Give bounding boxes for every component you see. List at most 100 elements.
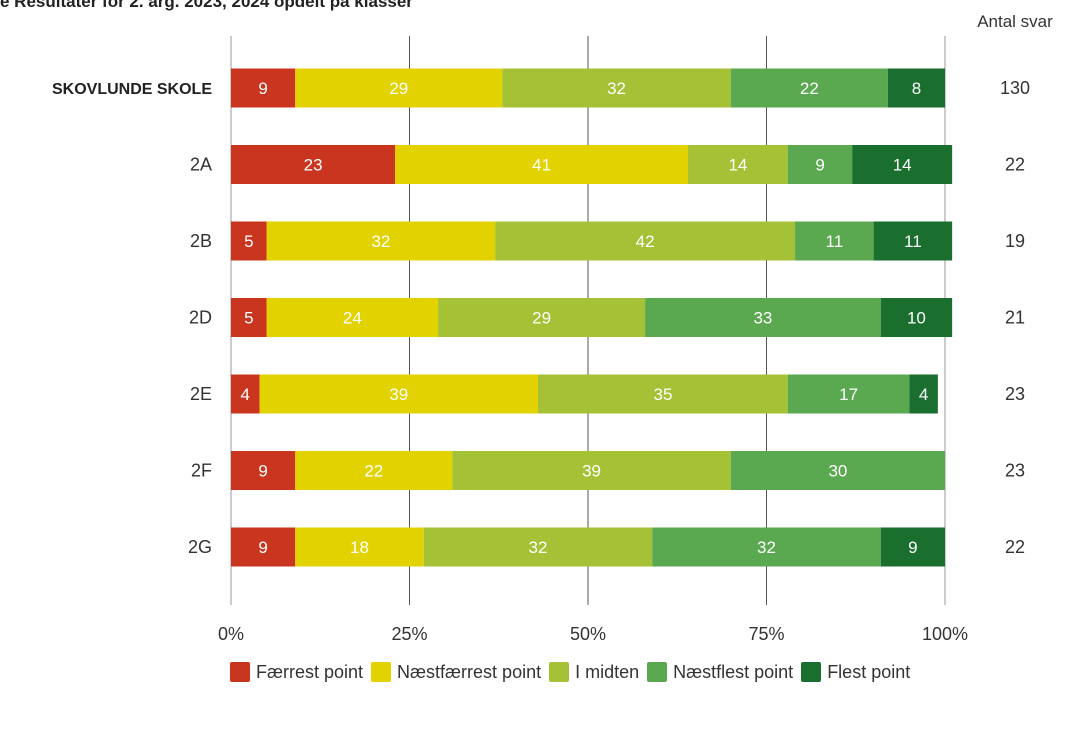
bar-segment-label: 41 <box>532 156 551 175</box>
category-label: 2D <box>189 308 212 328</box>
bar-segment <box>231 68 296 108</box>
bar-segment-label: 32 <box>529 538 548 557</box>
bar-segment-label: 4 <box>241 385 250 404</box>
bar-segment-label: 24 <box>343 309 362 328</box>
category-label: SKOVLUNDE SKOLE <box>52 81 212 98</box>
bar-segment <box>787 374 910 414</box>
bar-segment <box>880 527 945 567</box>
bar-segment <box>423 527 653 567</box>
bar-segment <box>787 145 853 184</box>
bar-segment <box>231 374 260 414</box>
bar-segment-label: 9 <box>908 538 917 557</box>
bar-segment-label: 42 <box>636 232 655 251</box>
bar-segment-label: 10 <box>907 309 926 328</box>
legend-label: Næstfærrest point <box>397 661 542 682</box>
bar-segment <box>495 221 796 261</box>
bar-segment-label: 9 <box>258 538 267 557</box>
legend-item: Næstfærrest point <box>371 660 541 684</box>
legend-label: Flest point <box>827 661 911 682</box>
chart-title: e Resultater for 2. årg. 2023, 2024 opde… <box>0 0 413 11</box>
bar-segment <box>231 145 396 184</box>
legend-item: Flest point <box>801 660 910 684</box>
bar-segment-label: 8 <box>912 79 921 98</box>
bar-segment-label: 32 <box>607 79 626 98</box>
legend-swatch <box>801 662 822 682</box>
bar-segment <box>231 451 296 490</box>
bar-segment-label: 35 <box>654 385 673 404</box>
bar-segment <box>295 451 453 490</box>
bar-segment-label: 5 <box>244 232 253 251</box>
bar-segment <box>852 145 953 184</box>
bar-segment-label: 22 <box>800 79 819 98</box>
bar-segment-label: 30 <box>828 462 847 481</box>
legend: Færrest point Næstfærrest point I midten Næ… <box>230 660 950 684</box>
bar-row: 2E 4 39 35 17 4 23 <box>190 374 1025 414</box>
bar-row: SKOVLUNDE SKOLE 9 29 32 22 8 130 <box>52 68 1030 108</box>
bar-segment-label: 9 <box>258 462 267 481</box>
bar-segment-label: 32 <box>757 538 776 557</box>
bar-segment <box>231 298 267 337</box>
x-tick-label-4: 100% <box>922 624 968 644</box>
bar-segment <box>873 221 953 261</box>
bar-segment <box>645 298 881 337</box>
bar-segment-label: 14 <box>893 156 912 175</box>
legend-item: Færrest point <box>230 660 363 684</box>
bar-segment-label: 39 <box>389 385 408 404</box>
category-label: 2E <box>190 384 212 404</box>
bar-segment-label: 29 <box>532 309 551 328</box>
response-count: 19 <box>1005 231 1025 251</box>
bar-segment-label: 17 <box>839 385 858 404</box>
bar-segment <box>795 221 874 261</box>
x-tick-label-2: 50% <box>570 624 606 644</box>
response-count: 22 <box>1005 155 1025 175</box>
bar-segment-label: 18 <box>350 538 369 557</box>
bar-segment-label: 11 <box>904 232 922 251</box>
legend-item: Næstflest point <box>647 660 793 684</box>
bar-segment <box>295 527 424 567</box>
bar-segment <box>266 221 496 261</box>
bar-segment-label: 4 <box>919 385 928 404</box>
bar-segment <box>887 68 945 108</box>
x-axis-ticks: 0% 25% 50% 75% 100% <box>218 624 968 644</box>
bar-segment-label: 9 <box>815 156 824 175</box>
bar-row: 2F 9 22 39 30 23 <box>191 451 1025 490</box>
bar-row: 2B 5 32 42 11 11 19 <box>190 221 1025 261</box>
legend-swatch <box>647 662 668 682</box>
legend-swatch <box>549 662 570 682</box>
bar-segment <box>730 451 945 490</box>
bar-segment-label: 29 <box>389 79 408 98</box>
bar-row: 2A 23 41 14 9 14 22 <box>190 145 1025 184</box>
category-label: 2G <box>188 537 212 557</box>
bar-segment-label: 39 <box>582 462 601 481</box>
bar-segment <box>909 374 938 414</box>
category-label: 2B <box>190 231 212 251</box>
bar-segment <box>452 451 731 490</box>
bar-segment <box>395 145 688 184</box>
category-label: 2A <box>190 155 212 175</box>
legend-swatch <box>371 662 392 682</box>
response-count: 23 <box>1005 384 1025 404</box>
bar-segment <box>502 68 731 108</box>
category-label: 2F <box>191 461 212 481</box>
response-count: 22 <box>1005 537 1025 557</box>
bar-segment <box>687 145 788 184</box>
legend-label: Næstflest point <box>673 661 794 682</box>
bar-segment <box>730 68 888 108</box>
bar-row: 2D 5 24 29 33 10 21 <box>189 298 1025 337</box>
bar-segment-label: 5 <box>244 309 253 328</box>
legend-item: I midten <box>549 660 639 684</box>
bar-segment <box>880 298 953 337</box>
bar-segment-label: 23 <box>304 156 323 175</box>
bar-segment-label: 9 <box>258 79 267 98</box>
legend-label: Færrest point <box>256 661 364 682</box>
bar-row: 2G 9 18 32 32 9 22 <box>188 527 1025 567</box>
bar-segment-label: 22 <box>364 462 383 481</box>
legend-swatch <box>230 662 250 682</box>
response-count: 21 <box>1005 308 1025 328</box>
bar-segment <box>231 527 296 567</box>
bar-segment <box>266 298 439 337</box>
response-count: 23 <box>1005 461 1025 481</box>
